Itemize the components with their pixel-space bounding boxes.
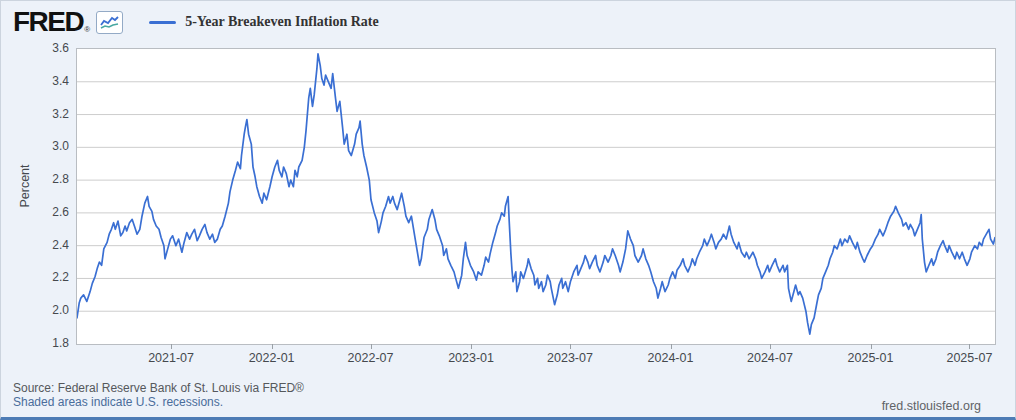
legend: 5-Year Breakeven Inflation Rate	[149, 14, 379, 30]
fred-chart-widget: FRED ® 5-Year Breakeven Inflation Rate P…	[0, 0, 1016, 420]
x-axis-tick-label: 2021-07	[148, 351, 194, 365]
y-axis-tick-label: 2.2	[35, 270, 69, 284]
x-axis-tick-mark	[969, 344, 970, 349]
source-attribution-text: Source: Federal Reserve Bank of St. Loui…	[13, 381, 304, 395]
y-axis-title: Percent	[18, 86, 32, 286]
registered-trademark-symbol: ®	[84, 25, 90, 34]
chart-header: FRED ® 5-Year Breakeven Inflation Rate	[13, 7, 379, 37]
x-axis-tick-mark	[471, 344, 472, 349]
x-axis-tick-mark	[272, 344, 273, 349]
y-axis-tick-label: 2.4	[35, 238, 69, 252]
x-axis-tick-mark	[671, 344, 672, 349]
series-color-swatch	[149, 21, 176, 24]
x-axis-tick-label: 2025-07	[946, 351, 992, 365]
x-axis-tick-mark	[171, 344, 172, 349]
source-notes: Source: Federal Reserve Bank of St. Loui…	[13, 381, 304, 409]
x-axis-tick-mark	[570, 344, 571, 349]
fred-logo[interactable]: FRED	[13, 8, 83, 36]
x-axis-tick-label: 2022-07	[348, 351, 394, 365]
x-axis-tick-mark	[770, 344, 771, 349]
x-axis-tick-label: 2024-01	[648, 351, 694, 365]
x-axis-tick-label: 2023-07	[547, 351, 593, 365]
y-axis-tick-label: 1.8	[35, 336, 69, 350]
y-axis-tick-label: 2.6	[35, 205, 69, 219]
mini-line-chart-icon[interactable]	[96, 11, 123, 34]
fred-site-url[interactable]: fred.stlouisfed.org	[882, 399, 981, 413]
series-line-chart	[77, 49, 995, 344]
y-axis-tick-label: 3.0	[35, 139, 69, 153]
y-axis-tick-label: 3.6	[35, 41, 69, 55]
x-axis-tick-mark	[371, 344, 372, 349]
x-axis-tick-label: 2025-01	[848, 351, 894, 365]
y-axis-tick-label: 2.0	[35, 303, 69, 317]
y-axis-tick-label: 3.4	[35, 74, 69, 88]
series-line[interactable]	[77, 54, 995, 334]
x-axis-tick-label: 2024-07	[747, 351, 793, 365]
plot-area[interactable]	[76, 48, 996, 345]
recession-shading-link[interactable]: Shaded areas indicate U.S. recessions.	[13, 395, 223, 409]
series-legend-label[interactable]: 5-Year Breakeven Inflation Rate	[185, 14, 379, 30]
y-axis-tick-label: 3.2	[35, 107, 69, 121]
x-axis-tick-label: 2022-01	[249, 351, 295, 365]
x-axis-tick-mark	[871, 344, 872, 349]
y-axis-tick-label: 2.8	[35, 172, 69, 186]
x-axis-tick-label: 2023-01	[448, 351, 494, 365]
